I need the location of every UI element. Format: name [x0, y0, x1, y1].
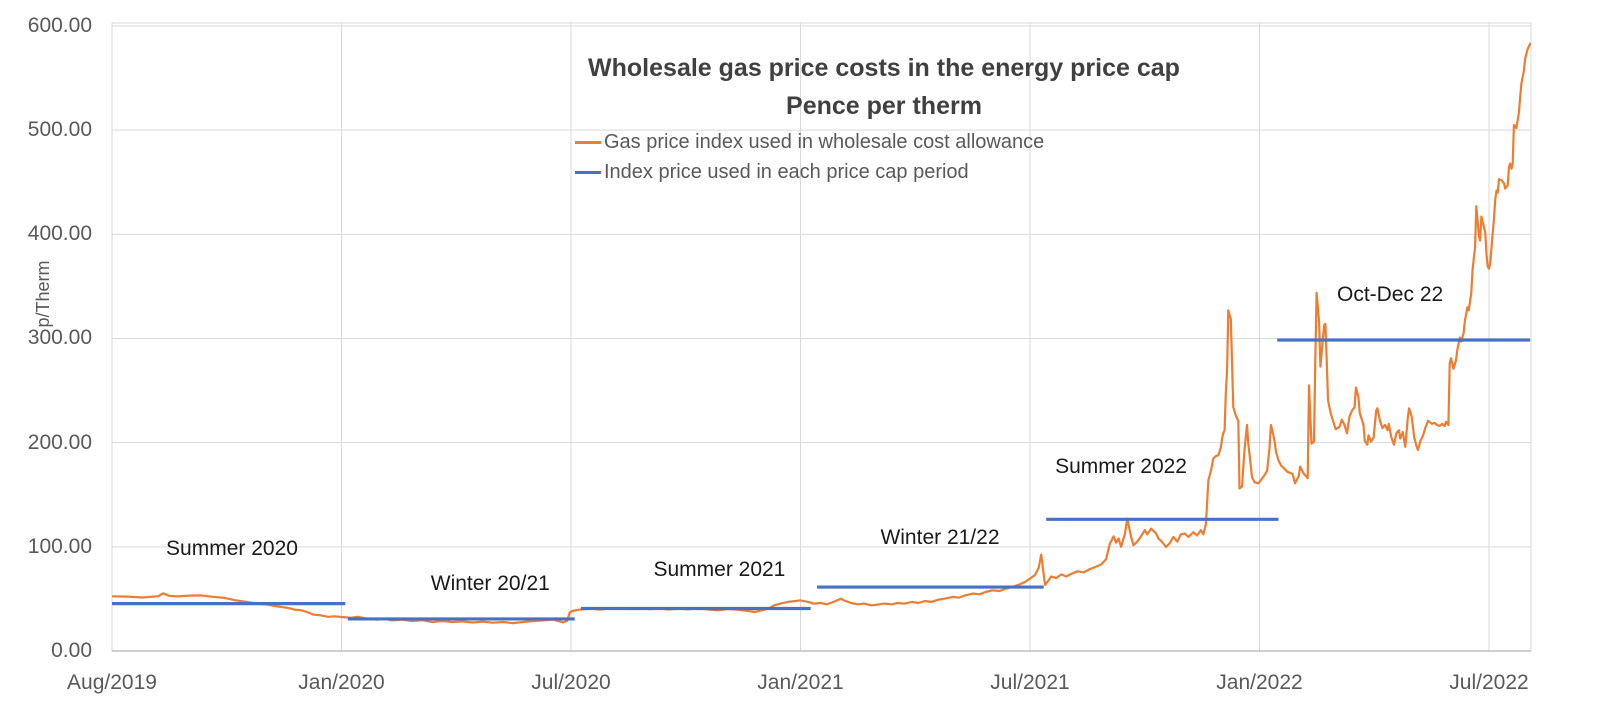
legend-label-gas-index: Gas price index used in wholesale cost a…: [604, 130, 1045, 153]
chart-title-line2: Pence per therm: [786, 92, 982, 120]
legend-item-cap-period: Index price used in each price cap perio…: [575, 157, 1044, 187]
y-axis-title: p/Therm: [33, 260, 53, 328]
legend-line-swatch-orange-icon: [575, 140, 601, 144]
chart-title: Wholesale gas price costs in the energy …: [534, 49, 1234, 125]
legend-item-gas-index: Gas price index used in wholesale cost a…: [575, 127, 1044, 157]
chart-title-line1: Wholesale gas price costs in the energy …: [588, 54, 1180, 82]
legend-label-cap-period: Index price used in each price cap perio…: [604, 160, 969, 183]
legend-line-swatch-blue-icon: [575, 170, 601, 174]
chart-legend: Gas price index used in wholesale cost a…: [575, 127, 1044, 187]
